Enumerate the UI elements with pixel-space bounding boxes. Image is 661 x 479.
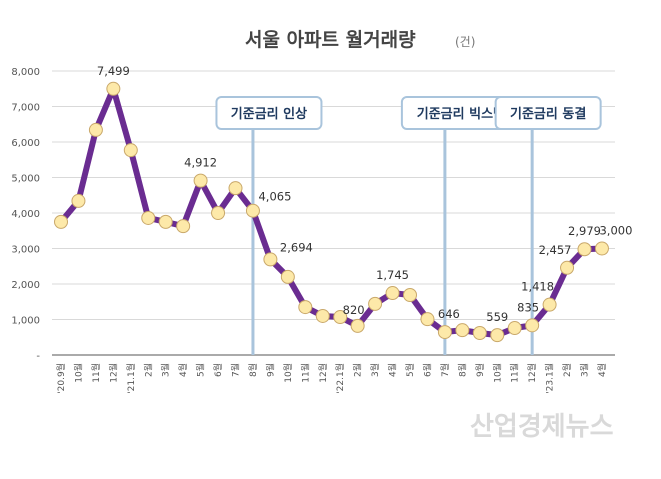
data-label: 1,745 [376,268,409,282]
x-tick-label: 4월 [177,363,189,377]
data-point [594,241,609,256]
data-point [193,173,208,188]
data-point [525,318,540,333]
data-point [350,318,365,333]
data-point [158,214,173,229]
x-tick-label: 4월 [596,363,608,377]
data-label: 2,979 [568,224,601,238]
data-point [455,323,470,338]
y-tick-label: 4,000 [11,209,40,220]
data-point [333,310,348,325]
data-point [507,321,522,336]
x-tick-label: 2월 [142,363,154,377]
annotation-label: 기준금리 빅스텝 [417,106,505,122]
data-label: 4,065 [258,190,291,204]
annotation-box [215,96,323,130]
data-point [490,328,505,343]
data-point [106,81,121,96]
y-tick-label: 2,000 [11,280,40,291]
x-tick-label: 5월 [404,363,416,377]
data-label: 7,499 [97,64,130,78]
y-tick-label: 8,000 [11,67,40,78]
data-point [141,210,156,225]
data-point [577,242,592,257]
x-tick-label: 12월 [107,363,119,383]
x-tick-label: 5월 [195,363,207,377]
data-point [245,203,260,218]
x-tick-label: 7월 [230,363,242,377]
data-point [123,143,138,158]
data-point [298,300,313,315]
x-tick-label: 9월 [474,363,486,377]
watermark: 산업경제뉴스 [470,412,614,442]
data-point [71,193,86,208]
data-label: 835 [517,300,539,314]
x-tick-label: 11월 [299,363,311,383]
data-label: 2,457 [539,243,572,257]
data-point [385,286,400,301]
x-tick-label: 6월 [212,363,224,377]
data-label: 4,912 [184,156,217,170]
x-tick-label: 10월 [491,363,503,383]
x-tick-label: 10월 [282,363,294,383]
x-tick-label: 11월 [90,363,102,383]
x-tick-label: 3월 [579,363,591,377]
y-tick-label: 3,000 [11,245,40,256]
data-point [263,252,278,267]
data-point [228,181,243,196]
x-tick-label: 2월 [352,363,364,377]
x-tick-label: 8월 [247,363,259,377]
x-tick-label: 3월 [369,363,381,377]
x-tick-label: 2월 [561,363,573,377]
y-tick-label: 5,000 [11,174,40,185]
data-label: 559 [486,310,508,324]
data-point [560,260,575,275]
data-point [542,297,557,312]
x-tick-label: 8월 [456,363,468,377]
data-point [437,325,452,340]
data-point [211,206,226,220]
data-point [280,269,295,284]
annotation-label: 기준금리 인상 [231,106,307,122]
x-tick-label: 3월 [160,363,172,377]
data-point [176,219,191,234]
x-tick-label: '22.1월 [334,363,346,394]
data-label: 820 [343,303,365,317]
chart-title: 서울 아파트 월거래량 [245,29,416,51]
x-tick-label: 12월 [317,363,329,383]
data-point [472,325,487,340]
x-tick-label: '21.1월 [125,363,137,394]
x-tick-label: 10월 [72,363,84,383]
data-point [420,312,435,327]
x-tick-label: 6월 [421,363,433,377]
data-point [54,214,68,229]
x-tick-label: 12월 [526,363,538,383]
x-tick-label: 11월 [509,363,521,383]
y-tick-label: 7,000 [11,103,40,114]
data-label: 2,694 [280,240,313,254]
y-tick-label: 6,000 [11,138,40,149]
y-tick-label: - [36,351,40,362]
x-tick-label: 9월 [264,363,276,377]
data-point [368,296,383,311]
annotation-box [494,96,602,130]
x-tick-label: 7월 [439,363,451,377]
data-label: 3,000 [599,224,632,238]
x-tick-label: 4월 [387,363,399,377]
data-point [315,308,330,323]
data-point [88,122,103,137]
data-point [403,288,417,303]
annotation-label: 기준금리 동결 [510,106,586,122]
x-tick-label: '20.9월 [55,363,67,394]
y-tick-label: 1,000 [11,316,40,327]
data-label: 1,418 [521,280,554,294]
data-label: 646 [438,307,460,321]
chart-unit: (건) [455,35,475,49]
x-tick-label: '23.1월 [544,363,556,394]
